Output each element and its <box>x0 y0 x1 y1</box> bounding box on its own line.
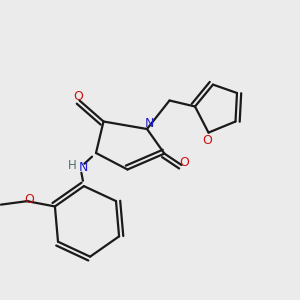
Text: N: N <box>79 161 88 174</box>
Text: H: H <box>68 159 76 172</box>
Text: O: O <box>24 193 34 206</box>
Text: O: O <box>73 90 83 103</box>
Text: O: O <box>180 155 189 169</box>
Text: O: O <box>202 134 212 148</box>
Text: N: N <box>145 117 154 130</box>
